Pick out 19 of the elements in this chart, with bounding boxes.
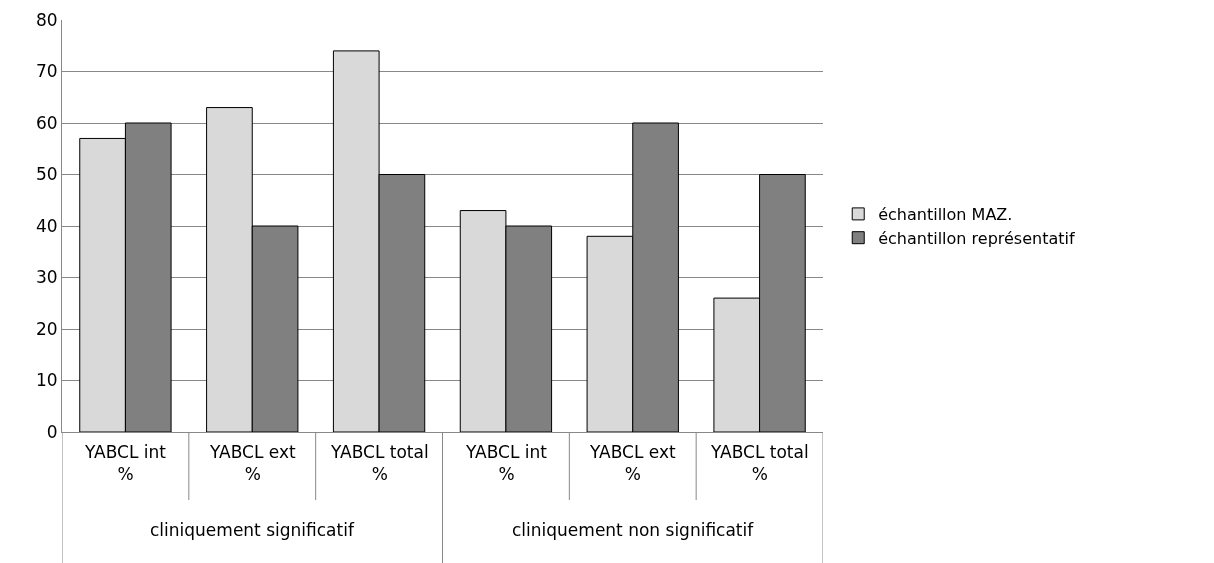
- x-tick-label: YABCL int %: [465, 442, 548, 485]
- legend-label: échantillon représentatif: [878, 228, 1075, 248]
- y-tick-label: 30: [35, 267, 58, 288]
- x-tick-label: YABCL total %: [710, 442, 809, 485]
- y-tick-label: 0: [46, 421, 58, 442]
- y-tick-label: 70: [35, 61, 58, 82]
- text: cliniquement significatif: [150, 520, 355, 540]
- y-tick-label: 50: [35, 164, 58, 185]
- y-tick-label: 80: [35, 9, 58, 30]
- y-tick-label: 20: [35, 318, 58, 339]
- text: cliniquement non significatif: [512, 520, 755, 540]
- y-tick-label: 10: [35, 370, 58, 391]
- x-tick-label: YABCL total %: [330, 442, 429, 485]
- x-tick-label: YABCL int %: [84, 442, 167, 485]
- y-tick-label: 40: [35, 215, 58, 236]
- x-tick-label: YABCL ext %: [209, 442, 297, 485]
- x-tick-label: YABCL ext %: [589, 442, 677, 485]
- legend-label: échantillon MAZ.: [878, 205, 1013, 225]
- y-tick-label: 60: [35, 112, 58, 133]
